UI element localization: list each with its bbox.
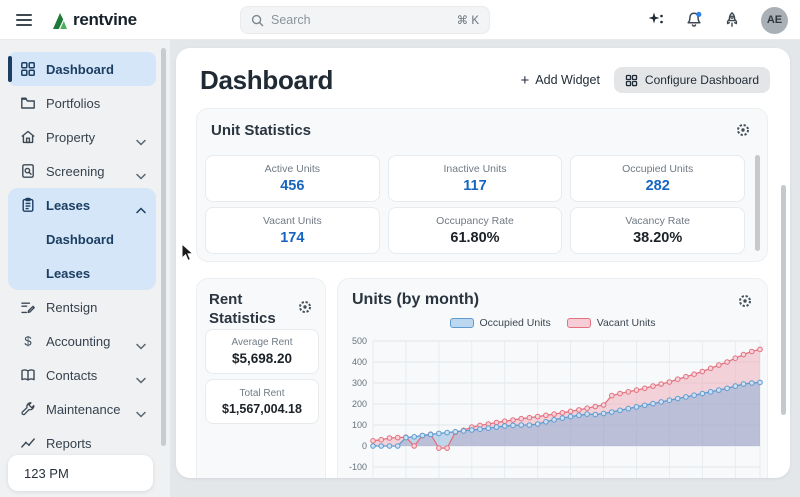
sidebar-label: Dashboard [46, 61, 114, 77]
sidebar-label: Rentsign [46, 299, 98, 315]
menu-icon[interactable] [16, 10, 36, 30]
units-by-month-widget: Units (by month) Occupied Units Vacant U… [337, 278, 768, 478]
sidebar-item-rentsign[interactable]: Rentsign [8, 290, 156, 324]
widget-title: Unit Statistics [211, 122, 312, 139]
unit-statistics-widget: Unit Statistics Active Units 456 Inactiv… [196, 108, 768, 262]
sidebar-item-accounting[interactable]: $ Accounting [8, 324, 156, 358]
sidebar-item-portfolios[interactable]: Portfolios [8, 86, 156, 120]
sidebar-item-dashboard[interactable]: Dashboard [8, 52, 156, 86]
svg-text:500: 500 [352, 336, 367, 346]
gear-icon[interactable] [297, 299, 313, 315]
sidebar-item-property[interactable]: Property [8, 120, 156, 154]
sidebar-item-reports[interactable]: Reports [8, 426, 156, 460]
chevron-down-icon [136, 134, 146, 146]
stat-card-occupancy-rate: Occupancy Rate 61.80% [387, 207, 563, 254]
sidebar-label: Maintenance [46, 401, 121, 417]
stat-card-average-rent: Average Rent $5,698.20 [205, 329, 319, 374]
svg-text:100: 100 [352, 420, 367, 430]
chevron-down-icon [136, 168, 146, 180]
units-chart: 500 400 300 200 100 0 -100 [349, 336, 763, 478]
widget-scrollbar[interactable] [755, 155, 760, 251]
widget-title: Rent Statistics [209, 291, 276, 327]
sidebar-subitem-leases-dashboard[interactable]: Dashboard [46, 231, 114, 247]
stat-card-occupied-units: Occupied Units 282 [570, 155, 745, 202]
sidebar-label: Accounting [46, 333, 111, 349]
sidebar-item-screening[interactable]: Screening [8, 154, 156, 188]
grid-icon [625, 74, 638, 87]
sidebar-item-contacts[interactable]: Contacts [8, 358, 156, 392]
chevron-down-icon [136, 338, 146, 350]
search-shortcut: ⌘ K [456, 15, 479, 27]
svg-text:200: 200 [352, 399, 367, 409]
svg-text:$: $ [24, 334, 32, 349]
chart-line-icon [20, 435, 36, 451]
folder-icon [20, 95, 36, 111]
stat-card-vacancy-rate: Vacancy Rate 38.20% [570, 207, 745, 254]
legend-swatch-pink [566, 318, 591, 328]
stat-card-vacant-units: Vacant Units 174 [205, 207, 380, 254]
rentvine-logo-icon [52, 12, 68, 29]
sidebar-label: Portfolios [46, 95, 101, 111]
legend-occupied-units: Occupied Units [449, 317, 551, 329]
logo-text: rentvine [73, 9, 137, 29]
gear-icon[interactable] [737, 293, 753, 309]
signature-icon [20, 299, 36, 315]
sidebar-scrollbar[interactable] [161, 48, 166, 446]
main-content: Dashboard + Add Widget Configure Dashboa… [176, 48, 790, 478]
sidebar-label: Property [46, 129, 96, 145]
clock-widget: 123 PM [8, 455, 153, 491]
sidebar-subitem-leases-leases[interactable]: Leases [46, 265, 91, 281]
chevron-up-icon [136, 202, 146, 213]
user-avatar[interactable]: AE [761, 6, 788, 34]
sidebar-item-leases[interactable]: Leases [8, 188, 156, 222]
gear-icon[interactable] [735, 122, 751, 138]
chevron-down-icon [136, 406, 146, 418]
book-icon [20, 367, 36, 383]
sidebar-label: Reports [46, 435, 92, 451]
rentvine-logo[interactable]: rentvine [52, 10, 137, 30]
svg-text:-100: -100 [349, 462, 367, 472]
page-title: Dashboard [200, 64, 334, 95]
chart-legend: Occupied Units Vacant Units [338, 317, 767, 329]
sidebar-group-leases: Leases Dashboard Leases [8, 188, 156, 290]
rocket-icon[interactable] [723, 11, 741, 29]
sidebar-label: Screening [46, 163, 105, 179]
search-bar[interactable]: ⌘ K [240, 6, 490, 34]
ai-sparkle-icon[interactable] [647, 11, 665, 29]
svg-text:400: 400 [352, 357, 367, 367]
chevron-down-icon [136, 372, 146, 384]
stat-card-inactive-units: Inactive Units 117 [387, 155, 563, 202]
grid-icon [20, 61, 36, 77]
svg-text:0: 0 [362, 441, 367, 451]
page-header: Dashboard + Add Widget Configure Dashboa… [200, 62, 770, 98]
topbar-actions: AE [647, 0, 788, 40]
search-icon [251, 14, 264, 27]
stat-card-total-rent: Total Rent $1,567,004.18 [205, 379, 319, 424]
rent-statistics-widget: Rent Statistics Average Rent $5,698.20 T… [196, 278, 326, 478]
sidebar-label: Leases [46, 197, 91, 213]
notifications-bell-icon[interactable] [685, 11, 703, 29]
dollar-icon: $ [20, 333, 36, 349]
clock-text: 123 PM [24, 465, 69, 481]
top-bar: rentvine ⌘ K [0, 0, 800, 40]
search-input[interactable] [271, 13, 450, 27]
doc-search-icon [20, 163, 36, 179]
add-widget-button[interactable]: + Add Widget [520, 71, 600, 89]
building-icon [20, 129, 36, 145]
clipboard-icon [20, 197, 36, 213]
plus-icon: + [520, 71, 530, 89]
configure-dashboard-button[interactable]: Configure Dashboard [613, 67, 770, 93]
stat-card-active-units: Active Units 456 [205, 155, 380, 202]
main-scrollbar[interactable] [781, 185, 786, 415]
widget-title: Units (by month) [352, 291, 480, 308]
sidebar-item-maintenance[interactable]: Maintenance [8, 392, 156, 426]
svg-text:300: 300 [352, 378, 367, 388]
legend-swatch-blue [449, 318, 474, 328]
wrench-icon [20, 401, 36, 417]
sidebar: Dashboard Portfolios Property [0, 40, 170, 497]
sidebar-label: Contacts [46, 367, 98, 383]
stat-grid: Active Units 456 Inactive Units 117 Occu… [205, 155, 745, 254]
legend-vacant-units: Vacant Units [566, 317, 655, 329]
